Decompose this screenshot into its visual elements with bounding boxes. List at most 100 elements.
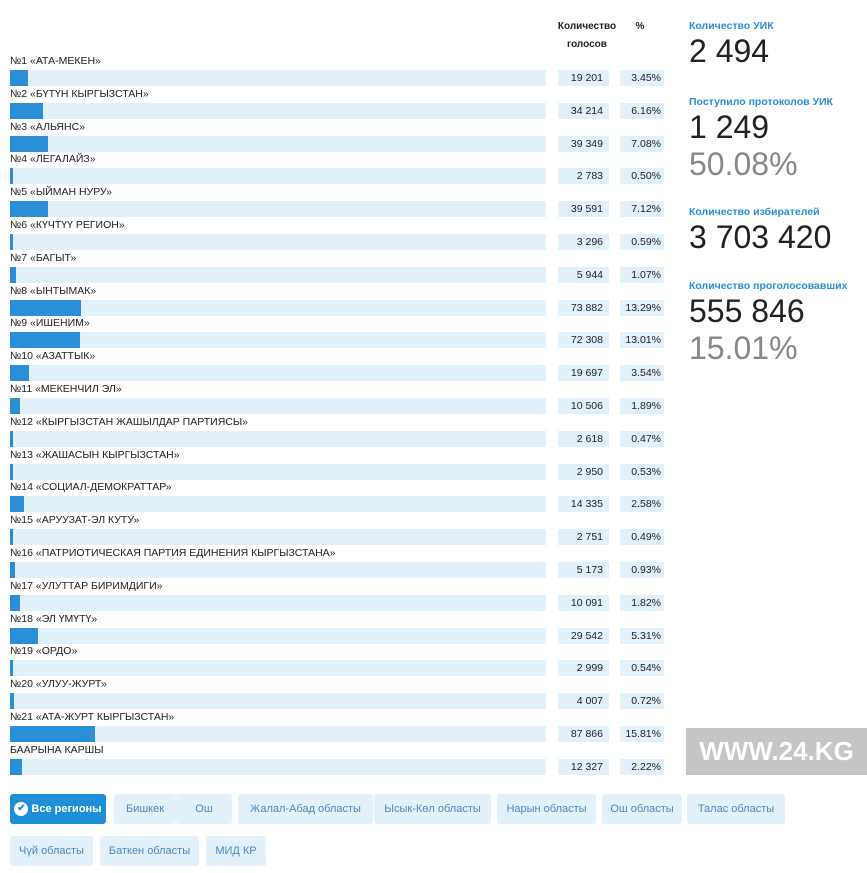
vote-bar-fill	[10, 168, 13, 185]
party-name: №2 «БҮТҮН КЫРГЫЗСТАН»	[10, 87, 149, 100]
table-row: №14 «СОЦИАЛ-ДЕМОКРАТТАР» 14 335 2.58%	[10, 480, 670, 513]
vote-percent: 0.50%	[620, 168, 664, 185]
vote-percent: 2.58%	[620, 496, 664, 513]
vote-percent: 1.07%	[620, 266, 664, 283]
vote-bar-fill	[10, 693, 14, 710]
vote-bar-fill	[10, 299, 82, 316]
vote-bar	[10, 561, 546, 578]
party-name: БААРЫНА КАРШЫ	[10, 743, 104, 756]
table-row: №3 «АЛЬЯНС» 39 349 7.08%	[10, 120, 670, 153]
region-label: Баткен областы	[108, 845, 191, 857]
vote-bar	[10, 365, 546, 382]
vote-bar	[10, 529, 546, 546]
region-label: Талас областы	[697, 803, 775, 815]
vote-bar-fill	[10, 233, 14, 250]
region-label: Жалал-Абад областы	[250, 803, 361, 815]
percent-column-header: %	[635, 21, 645, 32]
region-button[interactable]: Бишкек	[114, 794, 176, 824]
region-label: МИД КР	[215, 845, 257, 857]
vote-percent: 3.45%	[620, 70, 664, 86]
vote-count: 2 618	[558, 430, 609, 447]
region-label: Ысык-Көл областы	[384, 803, 481, 815]
table-row: №8 «ЫНТЫМАК» 73 882 13.29%	[10, 284, 670, 317]
region-label: Нарын областы	[506, 803, 587, 815]
vote-bar	[10, 70, 546, 86]
region-label: Ош	[195, 803, 213, 815]
region-label: Ош областы	[610, 803, 674, 815]
table-row: №10 «АЗАТТЫК» 19 697 3.54%	[10, 349, 670, 382]
protocols-percent: 50.08%	[689, 146, 798, 182]
vote-count: 19 201	[558, 70, 609, 86]
vote-percent: 7.08%	[620, 135, 664, 152]
region-button[interactable]: МИД КР	[206, 836, 266, 866]
table-row: №17 «УЛУТТАР БИРИМДИГИ» 10 091 1.82%	[10, 579, 670, 612]
vote-bar-fill	[10, 332, 80, 349]
vote-bar-fill	[10, 627, 39, 644]
vote-count: 39 349	[558, 135, 609, 152]
check-icon: ✔	[14, 802, 29, 817]
party-name: №15 «АРУУЗАТ-ЭЛ КУТУ»	[10, 514, 140, 527]
vote-bar-fill	[10, 529, 13, 546]
region-button[interactable]: Баткен областы	[100, 836, 199, 866]
region-button[interactable]: Ош областы	[602, 794, 682, 824]
protocols-label: Поступило протоколов УИК	[689, 96, 833, 108]
table-row: №5 «ЫЙМАН НУРУ» 39 591 7.12%	[10, 185, 670, 218]
vote-percent: 0.93%	[620, 561, 664, 578]
region-button[interactable]: ✔ Все регионы	[10, 794, 106, 824]
table-row: №7 «БАГЫТ» 5 944 1.07%	[10, 251, 670, 284]
vote-percent: 1.82%	[620, 594, 664, 611]
table-row: №19 «ОРДО» 2 999 0.54%	[10, 644, 670, 677]
vote-bar	[10, 102, 546, 119]
vote-percent: 5.31%	[620, 627, 664, 644]
vote-count: 10 091	[558, 594, 609, 611]
vote-bar	[10, 693, 546, 710]
party-name: №7 «БАГЫТ»	[10, 251, 77, 264]
vote-percent: 6.16%	[620, 102, 664, 119]
vote-bar-fill	[10, 561, 15, 578]
party-name: №9 «ИШЕНИМ»	[10, 317, 90, 330]
vote-percent: 0.59%	[620, 233, 664, 250]
vote-percent: 2.22%	[620, 758, 664, 775]
party-name: №18 «ЭЛ ҮМҮТҮ»	[10, 612, 98, 625]
vote-count: 5 944	[558, 266, 609, 283]
vote-bar	[10, 397, 546, 414]
stats-panel: Количество УИК 2 494 Поступило протоколо…	[689, 20, 867, 366]
vote-count: 34 214	[558, 102, 609, 119]
region-button[interactable]: Нарын областы	[497, 794, 596, 824]
vote-bar-fill	[10, 266, 16, 283]
vote-bar-fill	[10, 660, 13, 677]
protocols-count: 1 249	[689, 109, 770, 145]
party-name: №5 «ЫЙМАН НУРУ»	[10, 186, 113, 199]
vote-count: 2 751	[558, 529, 609, 546]
vote-count: 87 866	[558, 725, 609, 742]
vote-count: 19 697	[558, 365, 609, 382]
table-row: №15 «АРУУЗАТ-ЭЛ КУТУ» 2 751 0.49%	[10, 513, 670, 546]
vote-bar-fill	[10, 758, 22, 775]
vote-percent: 0.72%	[620, 693, 664, 710]
vote-bar	[10, 299, 546, 316]
party-name: №12 «КЫРГЫЗСТАН ЖАШЫЛДАР ПАРТИЯСЫ»	[10, 415, 249, 428]
region-button[interactable]: Чүй областы	[10, 836, 93, 866]
region-label: Все регионы	[31, 803, 102, 815]
vote-percent: 1.89%	[620, 397, 664, 414]
party-name: №13 «ЖАШАСЫН КЫРГЫЗСТАН»	[10, 448, 180, 461]
region-label: Чүй областы	[19, 845, 84, 857]
vote-bar-fill	[10, 463, 13, 480]
region-button[interactable]: Ош	[176, 794, 232, 824]
party-name: №10 «АЗАТТЫК»	[10, 350, 96, 363]
table-row: №4 «ЛЕГАЛАЙЗ» 2 783 0.50%	[10, 152, 670, 185]
table-row: БААРЫНА КАРШЫ 12 327 2.22%	[10, 743, 670, 776]
region-button[interactable]: Талас областы	[687, 794, 785, 824]
region-button[interactable]: Ысык-Көл областы	[374, 794, 491, 824]
watermark: WWW.24.KG	[686, 728, 867, 775]
vote-count: 12 327	[558, 758, 609, 775]
voters-count: 3 703 420	[689, 219, 832, 255]
vote-bar	[10, 463, 546, 480]
party-name: №21 «АТА-ЖУРТ КЫРГЫЗСТАН»	[10, 710, 175, 723]
vote-bar	[10, 233, 546, 250]
uik-count-label: Количество УИК	[689, 20, 774, 32]
table-row: №12 «КЫРГЫЗСТАН ЖАШЫЛДАР ПАРТИЯСЫ» 2 618…	[10, 415, 670, 448]
table-header: Количество голосов %	[10, 18, 670, 54]
table-row: №16 «ПАТРИОТИЧЕСКАЯ ПАРТИЯ ЕДИНЕНИЯ КЫРГ…	[10, 546, 670, 579]
region-button[interactable]: Жалал-Абад областы	[238, 794, 373, 824]
